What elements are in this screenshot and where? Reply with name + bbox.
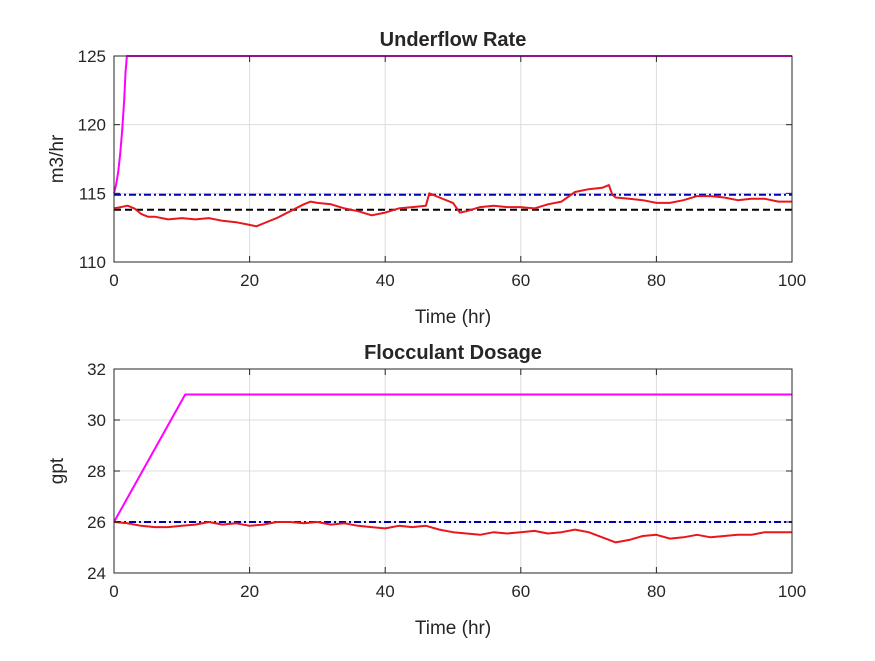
y-tick-label: 28 (87, 462, 106, 481)
y-tick-label: 32 (87, 360, 106, 379)
x-tick-label: 60 (511, 271, 530, 290)
x-tick-label: 20 (240, 271, 259, 290)
x-tick-label: 0 (109, 582, 118, 601)
y-axis-label: gpt (47, 457, 68, 484)
series-line-3 (113, 521, 792, 544)
y-tick-label: 125 (78, 47, 106, 66)
x-tick-label: 0 (109, 271, 118, 290)
x-tick-label: 80 (647, 582, 666, 601)
y-tick-label: 120 (78, 116, 106, 135)
y-tick-label: 26 (87, 513, 106, 532)
series-line-1 (113, 393, 792, 523)
axes-box (113, 55, 793, 263)
y-tick-label: 24 (87, 564, 106, 583)
y-tick-label: 30 (87, 411, 106, 430)
x-axis-label: Time (hr) (415, 618, 491, 639)
x-tick-label: 100 (778, 271, 806, 290)
y-tick-label: 115 (79, 184, 106, 203)
x-tick-label: 40 (376, 582, 395, 601)
subplot-1: 0 20 40 60 80 100 110 115 120 125 Underflow Rate Ti… (47, 29, 806, 328)
x-tick-label: 100 (778, 582, 806, 601)
x-tick-label: 80 (647, 271, 666, 290)
x-tick-label: 60 (511, 582, 530, 601)
plot-area (114, 56, 792, 262)
chart-title: Flocculant Dosage (364, 342, 542, 364)
series-line-1 (113, 55, 792, 194)
series-line-4 (113, 184, 792, 228)
x-axis-label: Time (hr) (415, 307, 491, 328)
x-tick-label: 20 (240, 582, 259, 601)
y-tick-label: 110 (79, 253, 106, 272)
x-tick-label: 40 (376, 271, 395, 290)
chart-title: Underflow Rate (380, 29, 527, 51)
subplot-2: 0 20 40 60 80 100 24 26 28 30 32 Flocculant Dosage T… (47, 342, 806, 639)
y-axis-label: m3/hr (47, 134, 68, 183)
